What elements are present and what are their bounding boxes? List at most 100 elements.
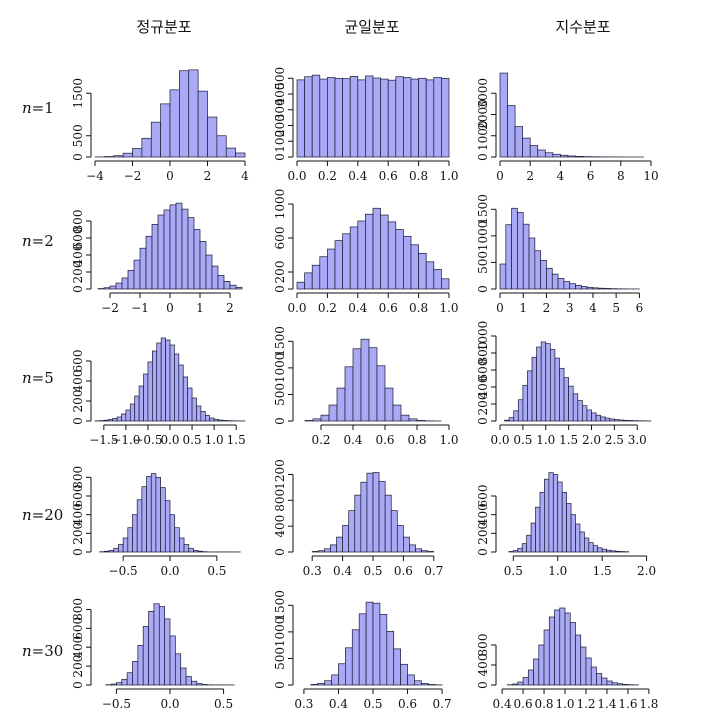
hist-uniform-n20-bar	[354, 494, 362, 553]
hist-normal-n5-bar	[134, 395, 140, 422]
hist-normal-n2-x-tick-label: −1	[131, 301, 149, 315]
hist-normal-n2-y-tick-label: 600	[71, 227, 85, 250]
hist-exponential-n1-bar	[575, 156, 584, 158]
hist-uniform-n1-bar	[387, 79, 397, 158]
hist-normal-n1-bar	[235, 152, 246, 158]
hist-uniform-n1-bar	[425, 79, 435, 158]
hist-exponential-n20-bar	[566, 503, 572, 553]
row-label-n5: n=5	[22, 369, 54, 387]
hist-uniform-n5-x-tick-label: 0.6	[375, 433, 394, 447]
hist-uniform-n2-x-tick-label: 0.2	[318, 301, 337, 315]
hist-uniform-n5-bar	[304, 420, 314, 422]
hist-exponential-n5-bar	[568, 385, 574, 422]
hist-exponential-n5-bar	[508, 417, 515, 422]
hist-normal-n2-bar	[175, 202, 183, 290]
hist-uniform-n1-y-tick-label: 0	[273, 153, 287, 161]
hist-uniform-n20-bar	[403, 536, 410, 553]
hist-normal-n20-bar	[183, 544, 190, 553]
hist-uniform-n1-bar	[418, 77, 427, 158]
hist-exponential-n20-bar	[557, 481, 563, 553]
hist-exponential-n2-bar	[557, 278, 565, 290]
hist-uniform-n20-y-tick-label: 400	[273, 515, 287, 538]
hist-uniform-n2-bar	[410, 244, 419, 290]
hist-uniform-n2-x-tick-label: 0.0	[287, 301, 306, 315]
hist-exponential-n5-bar	[563, 377, 569, 422]
hist-uniform-n20-x-tick-label: 0.4	[333, 564, 352, 578]
hist-uniform-n5-y-tick-label: 0	[273, 417, 287, 425]
hist-exponential-n2-x-tick-label: 1	[519, 301, 527, 315]
hist-exponential-n5-y-tick-label: 800	[476, 342, 490, 365]
hist-normal-n5-bar	[116, 416, 122, 422]
hist-exponential-n30-x-tick-label: 0.6	[514, 697, 533, 711]
hist-uniform-n1-bar	[365, 75, 374, 158]
hist-exponential-n20-bar	[521, 543, 528, 553]
hist-normal-n1-bar	[216, 135, 227, 158]
hist-normal-n20-bar	[160, 487, 166, 553]
hist-uniform-n2-bar	[349, 226, 359, 290]
hist-uniform-n30-x-tick-label: 0.4	[329, 697, 348, 711]
hist-exponential-n5-bar	[618, 419, 624, 422]
hist-uniform-n1-y-tick-label: 400	[273, 83, 287, 106]
hist-normal-n1-bar	[179, 70, 190, 158]
hist-uniform-n2-bar	[365, 213, 374, 290]
hist-normal-n5-bar	[204, 415, 211, 422]
hist-exponential-n20-bar	[597, 547, 603, 553]
hist-exponential-n30-y-tick-label: 0	[476, 681, 490, 689]
hist-normal-n1-bar	[207, 116, 218, 158]
hist-normal-n1-bar	[141, 137, 152, 158]
hist-normal-n2-bar	[193, 229, 201, 290]
hist-normal-n5-bar	[156, 342, 162, 422]
hist-uniform-n30-bar	[351, 629, 360, 686]
hist-normal-n2-bar	[145, 235, 153, 290]
hist-normal-n5-y-tick-label: 0	[71, 417, 85, 425]
hist-uniform-n2-x-tick-label: 0.4	[348, 301, 367, 315]
hist-normal-n30-bar	[164, 618, 171, 686]
hist-exponential-n2-bar	[517, 212, 524, 290]
hist-uniform-n2-bar	[418, 252, 427, 290]
hist-uniform-n5-bar	[408, 418, 418, 422]
hist-normal-n2-bar	[157, 214, 165, 290]
hist-normal-n5-bar	[174, 353, 180, 422]
column-title-uniform: 균일분포	[344, 18, 399, 36]
hist-exponential-n2-bar	[604, 288, 611, 290]
hist-exponential-n5-bar	[586, 409, 592, 422]
hist-normal-n30-y-tick-label: 0	[71, 681, 85, 689]
hist-exponential-n1-bar	[537, 149, 546, 158]
hist-uniform-n20-bar	[324, 548, 331, 553]
hist-exponential-n30-x-tick-label: 1.8	[639, 697, 658, 711]
hist-normal-n20-bar	[127, 527, 133, 553]
hist-exponential-n30-bar	[538, 644, 545, 686]
hist-uniform-n20-x-tick-label: 0.5	[363, 564, 382, 578]
hist-exponential-n30-bar	[569, 622, 576, 686]
hist-exponential-n5-bar	[527, 370, 533, 422]
hist-normal-n30-bar	[121, 678, 128, 686]
hist-normal-n1-y-tick-label: 500	[71, 124, 85, 147]
hist-normal-n2-y-tick-label: 200	[71, 261, 85, 284]
hist-uniform-n5-bar	[360, 338, 370, 422]
hist-normal-n5-bar	[178, 364, 184, 422]
hist-uniform-n20-bar	[348, 510, 356, 553]
hist-normal-n1-x-tick-label: −4	[86, 169, 104, 183]
hist-exponential-n2-bar	[546, 267, 553, 290]
hist-normal-n2-y-tick-label: 400	[71, 244, 85, 267]
hist-exponential-n1-x-tick-label: 4	[557, 169, 565, 183]
hist-normal-n20-bar	[113, 547, 119, 553]
hist-normal-n2-bar	[205, 254, 213, 290]
hist-uniform-n1-bar	[433, 77, 442, 158]
hist-normal-n20-y-tick-label: 400	[71, 503, 85, 526]
hist-exponential-n2-bar	[505, 224, 512, 290]
hist-exponential-n2-x-tick-label: 5	[612, 301, 620, 315]
hist-uniform-n20-bar	[342, 525, 350, 553]
hist-exponential-n1-x-tick-label: 6	[587, 169, 595, 183]
hist-uniform-n5-bar	[320, 414, 330, 422]
hist-uniform-n20-y-tick-label: 0	[273, 548, 287, 556]
row-label-n20: n=20	[22, 506, 63, 524]
hist-exponential-n2-bar	[592, 287, 600, 290]
hist-uniform-n20-x-tick-label: 0.6	[394, 564, 413, 578]
hist-exponential-n30-bar	[512, 683, 519, 686]
hist-exponential-n30-bar	[617, 683, 624, 686]
hist-exponential-n30-x-tick-label: 1.0	[555, 697, 574, 711]
hist-exponential-n30-bar	[606, 680, 613, 686]
hist-exponential-n30-bar	[611, 682, 618, 686]
